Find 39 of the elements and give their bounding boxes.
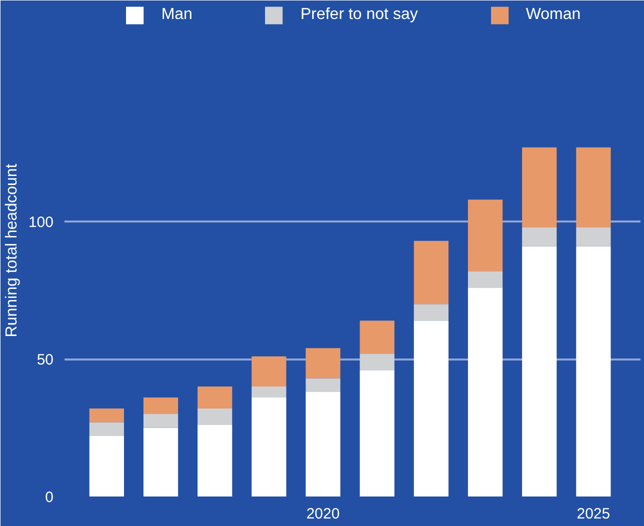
- y-tick-label: 100: [28, 214, 54, 232]
- bar: [576, 147, 611, 228]
- bar: [143, 398, 178, 414]
- y-tick-label: 50: [36, 352, 54, 369]
- x-tick-label: 2020: [306, 506, 340, 522]
- bar: [89, 408, 124, 422]
- bar: [414, 240, 448, 304]
- bar: [252, 398, 286, 496]
- bar: [360, 370, 394, 496]
- bar: [360, 320, 394, 354]
- bar: [143, 414, 178, 428]
- x-tick-label: 2025: [576, 506, 610, 522]
- bar: [198, 408, 232, 426]
- bar: [360, 354, 394, 370]
- bar: [198, 386, 232, 409]
- bar: [143, 428, 178, 496]
- bar: [414, 320, 448, 496]
- bar: [576, 246, 611, 496]
- y-tick-label: 0: [45, 489, 54, 506]
- bar: [306, 392, 340, 496]
- legend-label: Prefer to not say: [300, 6, 418, 24]
- bar: [198, 425, 232, 496]
- bar: [468, 288, 503, 496]
- legend-label: Woman: [526, 6, 581, 24]
- bar: [468, 271, 503, 288]
- bar: [522, 147, 557, 228]
- bar: [306, 348, 340, 378]
- bar: [252, 356, 286, 387]
- bar: [522, 246, 557, 496]
- bar: [576, 227, 611, 246]
- y-axis-title: Running total headcount: [3, 163, 20, 338]
- bar: [306, 378, 340, 392]
- bar: [89, 422, 124, 436]
- bar: [89, 436, 124, 496]
- bar: [468, 200, 503, 272]
- bar: [522, 227, 557, 246]
- legend-label: Man: [161, 6, 192, 24]
- bar: [414, 304, 448, 321]
- bar: [252, 386, 286, 398]
